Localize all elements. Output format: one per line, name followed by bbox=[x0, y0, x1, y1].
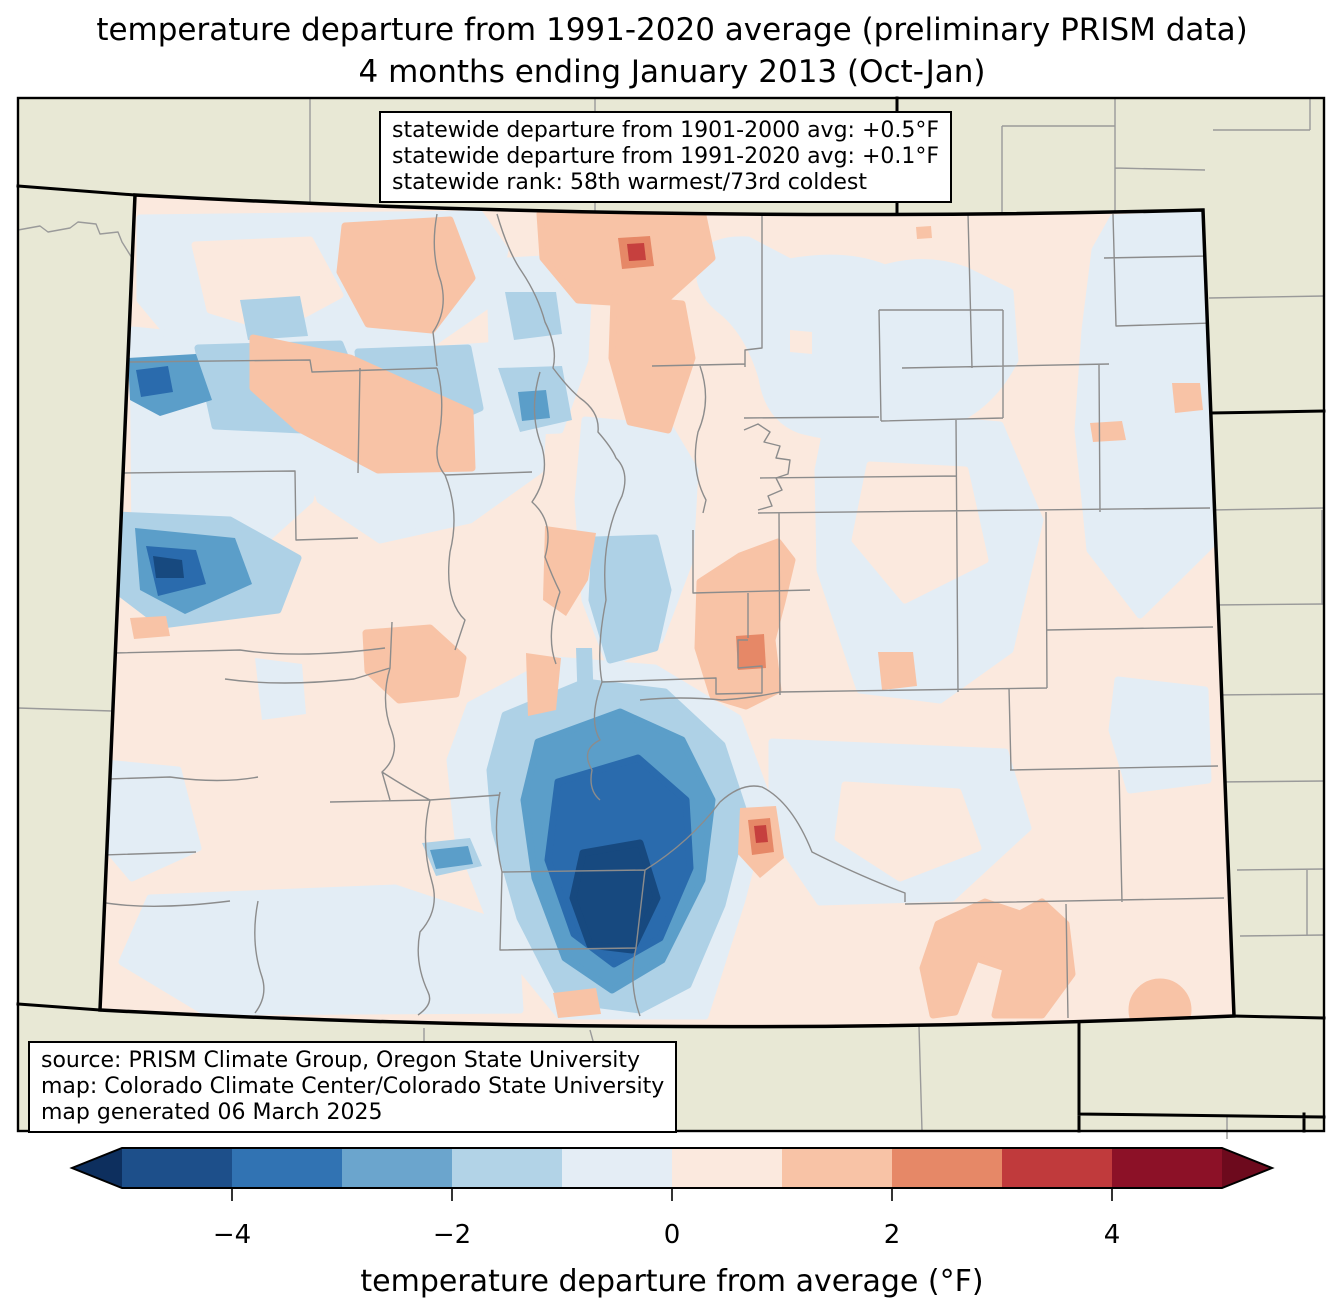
colorbar-ticks: −4 −2 0 2 4 bbox=[213, 1188, 1120, 1250]
anomaly-deep-orange bbox=[618, 236, 774, 855]
colorbar-right-arrow bbox=[1222, 1148, 1272, 1188]
colorbar-tick-label: 0 bbox=[664, 1220, 681, 1250]
page-title-line1: temperature departure from 1991-2020 ave… bbox=[96, 12, 1248, 48]
colorbar-segment bbox=[1002, 1148, 1112, 1188]
colorbar-segment bbox=[672, 1148, 782, 1188]
anomaly-pink-holes bbox=[191, 236, 989, 882]
colorbar-segment bbox=[892, 1148, 1002, 1188]
colorbar-segment bbox=[232, 1148, 342, 1188]
colorbar-tick-label: 4 bbox=[1104, 1220, 1121, 1250]
source-attribution-box: source: PRISM Climate Group, Oregon Stat… bbox=[28, 1041, 678, 1133]
map-credit-line: map: Colorado Climate Center/Colorado St… bbox=[41, 1074, 665, 1099]
colorado-anomaly-field bbox=[100, 195, 1234, 1027]
colorbar-tick-label: −2 bbox=[433, 1220, 471, 1250]
colorbar-axis-label: temperature departure from average (°F) bbox=[360, 1264, 983, 1299]
colorado-county-lines bbox=[100, 213, 1225, 1019]
colorbar-segment bbox=[1112, 1148, 1222, 1188]
stats-line-rank: statewide rank: 58th warmest/73rd coldes… bbox=[392, 170, 867, 195]
colorbar-left-arrow bbox=[72, 1148, 122, 1188]
page-title-line2: 4 months ending January 2013 (Oct-Jan) bbox=[358, 54, 986, 90]
colorbar-segments bbox=[122, 1148, 1222, 1188]
colorbar-tick-label: −4 bbox=[213, 1220, 251, 1250]
anomaly-red bbox=[627, 243, 768, 843]
colorbar-segment bbox=[562, 1148, 672, 1188]
colorbar-segment bbox=[452, 1148, 562, 1188]
statewide-stats-box: statewide departure from 1901-2000 avg: … bbox=[379, 111, 953, 203]
colorbar: −4 −2 0 2 4 temperature departure from avera… bbox=[69, 1147, 1275, 1299]
colorado-state-border bbox=[98, 193, 1236, 1029]
stats-line-1991-2020: statewide departure from 1991-2020 avg: … bbox=[392, 144, 940, 169]
source-line: source: PRISM Climate Group, Oregon Stat… bbox=[41, 1048, 641, 1073]
generated-date-line: map generated 06 March 2025 bbox=[41, 1100, 383, 1125]
stats-line-1901-2000: statewide departure from 1901-2000 avg: … bbox=[392, 118, 940, 143]
colorbar-tick-label: 2 bbox=[884, 1220, 901, 1250]
colorbar-segment bbox=[782, 1148, 892, 1188]
colorbar-segment bbox=[342, 1148, 452, 1188]
colorbar-outline bbox=[69, 1147, 1275, 1189]
colorbar-segment bbox=[122, 1148, 232, 1188]
